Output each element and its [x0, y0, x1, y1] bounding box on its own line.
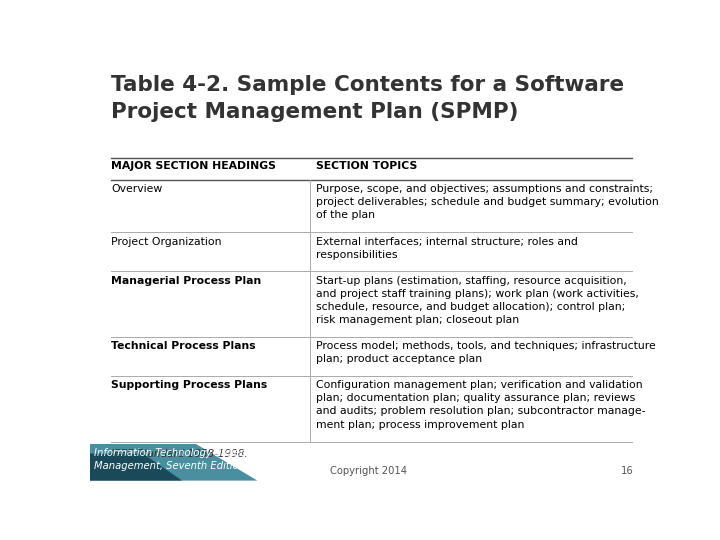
Text: Information Technology Project
Management, Seventh Edition: Information Technology Project Managemen…: [94, 448, 250, 471]
Text: SECTION TOPICS: SECTION TOPICS: [316, 161, 418, 171]
Text: 16: 16: [621, 465, 634, 476]
Text: Technical Process Plans: Technical Process Plans: [111, 341, 256, 352]
Polygon shape: [90, 444, 258, 481]
Text: Start-up plans (estimation, staffing, resource acquisition,
and project staff tr: Start-up plans (estimation, staffing, re…: [316, 275, 639, 325]
Text: MAJOR SECTION HEADINGS: MAJOR SECTION HEADINGS: [111, 161, 276, 171]
Text: Configuration management plan; verification and validation
plan; documentation p: Configuration management plan; verificat…: [316, 380, 646, 429]
Text: Table 4-2. Sample Contents for a Software: Table 4-2. Sample Contents for a Softwar…: [111, 75, 624, 95]
Text: Supporting Process Plans: Supporting Process Plans: [111, 380, 267, 390]
Text: IEEE Standard 1058-1998.: IEEE Standard 1058-1998.: [111, 449, 248, 460]
Text: External interfaces; internal structure; roles and
responsibilities: External interfaces; internal structure;…: [316, 237, 578, 260]
Polygon shape: [90, 454, 182, 481]
Text: Copyright 2014: Copyright 2014: [330, 465, 408, 476]
Text: Process model; methods, tools, and techniques; infrastructure
plan; product acce: Process model; methods, tools, and techn…: [316, 341, 656, 365]
Text: Project Organization: Project Organization: [111, 237, 222, 247]
Text: Purpose, scope, and objectives; assumptions and constraints;
project deliverable: Purpose, scope, and objectives; assumpti…: [316, 184, 659, 220]
Text: Overview: Overview: [111, 184, 163, 194]
Text: Managerial Process Plan: Managerial Process Plan: [111, 275, 261, 286]
Text: Project Management Plan (SPMP): Project Management Plan (SPMP): [111, 102, 518, 122]
